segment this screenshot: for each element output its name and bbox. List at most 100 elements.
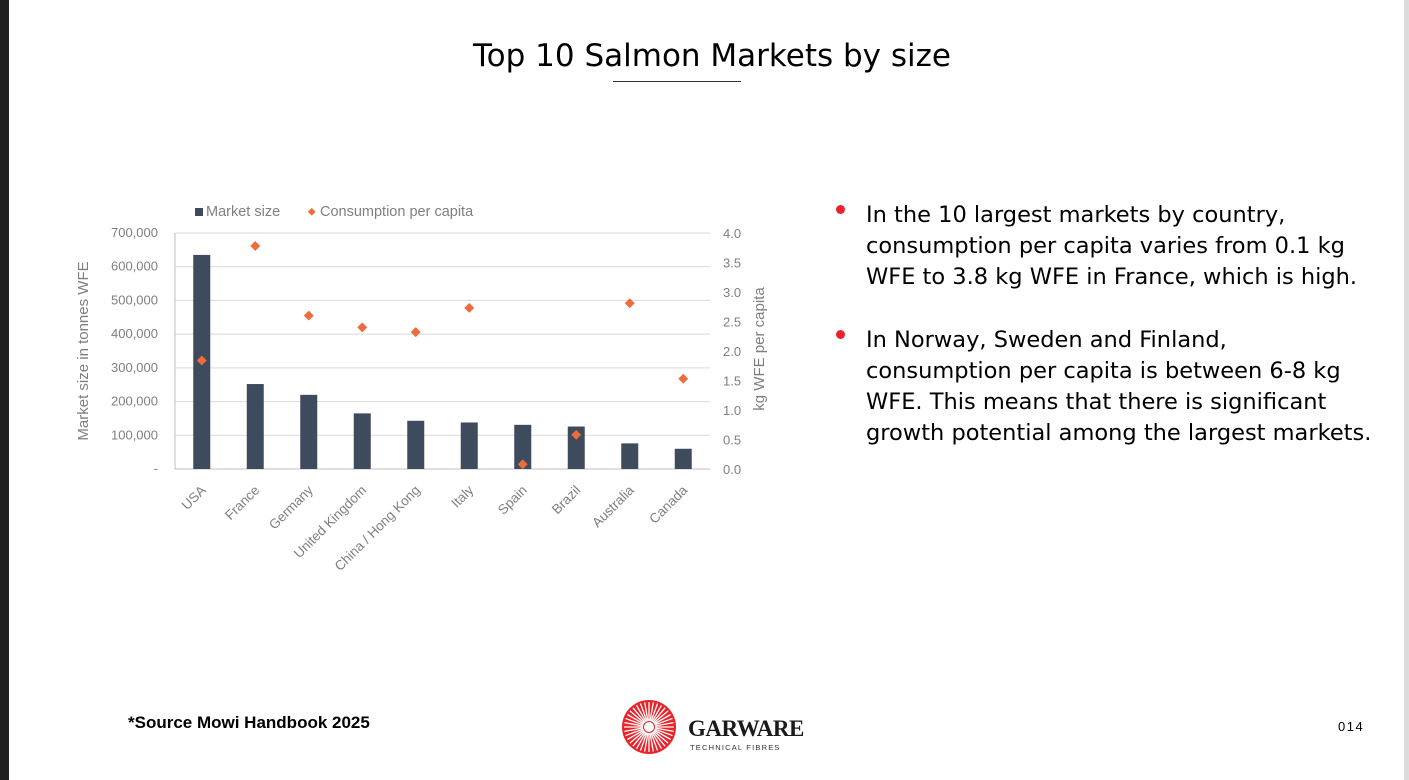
marker-consumption-per-capita	[357, 322, 368, 333]
logo-ray	[654, 727, 674, 732]
window-right-edge	[1404, 0, 1409, 780]
logo-ray	[629, 710, 645, 724]
y2-tick-label: 1.0	[723, 403, 741, 418]
logo-ray	[653, 713, 671, 725]
window-left-edge	[0, 0, 9, 780]
logo-ray	[624, 722, 644, 727]
y2-tick-label: 3.0	[723, 285, 741, 300]
logo-ray	[625, 728, 644, 737]
logo-ray	[654, 722, 674, 727]
marker-consumption-per-capita	[196, 355, 207, 366]
y-axis-title: Market size in tonnes WFE	[75, 261, 92, 440]
bar-market-size	[674, 448, 692, 469]
logo-ray	[632, 707, 646, 723]
logo-ray	[629, 730, 645, 744]
y-tick-label: 400,000	[111, 326, 158, 341]
x-tick-label: Germany	[266, 482, 316, 532]
sunburst-logo-icon	[622, 700, 676, 754]
marker-consumption-per-capita	[571, 429, 582, 440]
logo-tagline: TECHNICAL FIBRES	[690, 743, 781, 752]
bar-market-size	[300, 394, 318, 469]
bullet-item: In the 10 largest markets by country, co…	[834, 200, 1374, 293]
logo-ray	[653, 729, 671, 741]
marker-consumption-per-capita	[303, 310, 314, 321]
bar-market-size	[621, 443, 639, 469]
logo-ray	[653, 730, 669, 744]
bar-market-size	[407, 420, 425, 469]
y2-tick-label: 2.5	[723, 315, 741, 330]
bullet-text: In the 10 largest markets by country, co…	[866, 202, 1358, 290]
source-note: *Source Mowi Handbook 2025	[128, 713, 370, 732]
legend-label: Consumption per capita	[320, 204, 474, 220]
y2-tick-label: 3.5	[723, 256, 741, 271]
bullet-dot-icon	[836, 205, 845, 214]
y-tick-label: 300,000	[111, 360, 158, 375]
logo-ray	[625, 717, 644, 726]
x-tick-label: Australia	[589, 482, 637, 530]
y-tick-label: 100,000	[111, 427, 158, 442]
y-tick-label: 200,000	[111, 394, 158, 409]
marker-consumption-per-capita	[410, 327, 421, 338]
bullet-item: In Norway, Sweden and Finland, consumpti…	[834, 325, 1374, 449]
marker-consumption-per-capita	[250, 241, 261, 251]
logo-ray	[624, 727, 644, 732]
bullet-list: In the 10 largest markets by country, co…	[834, 200, 1374, 481]
logo-ray	[654, 728, 673, 737]
bar-market-size	[353, 413, 371, 469]
y2-tick-label: 1.5	[723, 374, 741, 389]
logo-ray	[639, 732, 648, 751]
logo-ray	[650, 703, 659, 722]
x-tick-label: Brazil	[549, 483, 583, 517]
logo-ray	[639, 703, 648, 722]
logo-ray	[627, 713, 645, 725]
logo-ray	[644, 732, 649, 752]
y2-tick-label: 4.0	[723, 226, 741, 241]
logo-ray	[649, 702, 654, 722]
marker-consumption-per-capita	[678, 373, 689, 384]
logo-ray	[651, 705, 663, 723]
bar-market-size	[460, 422, 478, 469]
x-tick-label: Canada	[646, 482, 690, 526]
logo-ray	[644, 702, 649, 722]
slide-title: Top 10 Salmon Markets by size	[473, 38, 951, 74]
bar-market-size	[246, 384, 264, 469]
legend-swatch-market-size	[195, 208, 203, 216]
logo-ray	[635, 731, 647, 749]
page-number: 014	[1338, 719, 1365, 734]
y2-tick-label: 2.0	[723, 344, 741, 359]
logo-ray	[652, 707, 666, 723]
bar-market-size	[514, 424, 532, 469]
title-underline	[613, 81, 741, 82]
bullet-dot-icon	[836, 330, 845, 339]
y2-tick-label: 0.0	[723, 462, 741, 477]
legend-swatch-consumption	[307, 207, 316, 216]
logo-ray	[632, 731, 646, 747]
y-tick-label: -	[154, 461, 158, 476]
logo-name: GARWARE	[688, 716, 804, 741]
logo-ray	[652, 731, 666, 747]
logo-ray	[650, 732, 659, 751]
x-tick-label: France	[222, 483, 262, 523]
y-tick-label: 600,000	[111, 259, 158, 274]
logo-ray	[653, 710, 669, 724]
x-tick-label: Spain	[495, 483, 530, 518]
y2-tick-label: 0.5	[723, 433, 741, 448]
garware-logo: GARWARE TECHNICAL FIBRES	[620, 698, 810, 756]
legend-label: Market size	[206, 204, 280, 220]
bullet-text: In Norway, Sweden and Finland, consumpti…	[866, 327, 1372, 446]
x-tick-label: USA	[179, 483, 209, 513]
y-tick-label: 700,000	[111, 225, 158, 240]
logo-ray	[651, 731, 663, 749]
logo-ray	[635, 705, 647, 723]
logo-ray	[627, 729, 645, 741]
salmon-markets-chart: - 100,000 200,000 300,000 400,000 500,000 600,…	[75, 204, 768, 574]
y2-axis-title: kg WFE per capita	[751, 287, 768, 411]
logo-ray	[654, 717, 673, 726]
logo-ray	[649, 732, 654, 752]
marker-consumption-per-capita	[517, 459, 528, 470]
marker-consumption-per-capita	[464, 302, 475, 313]
x-tick-label: Italy	[448, 482, 476, 510]
y-tick-label: 500,000	[111, 292, 158, 307]
bar-market-size	[567, 426, 585, 469]
marker-consumption-per-capita	[624, 298, 635, 309]
